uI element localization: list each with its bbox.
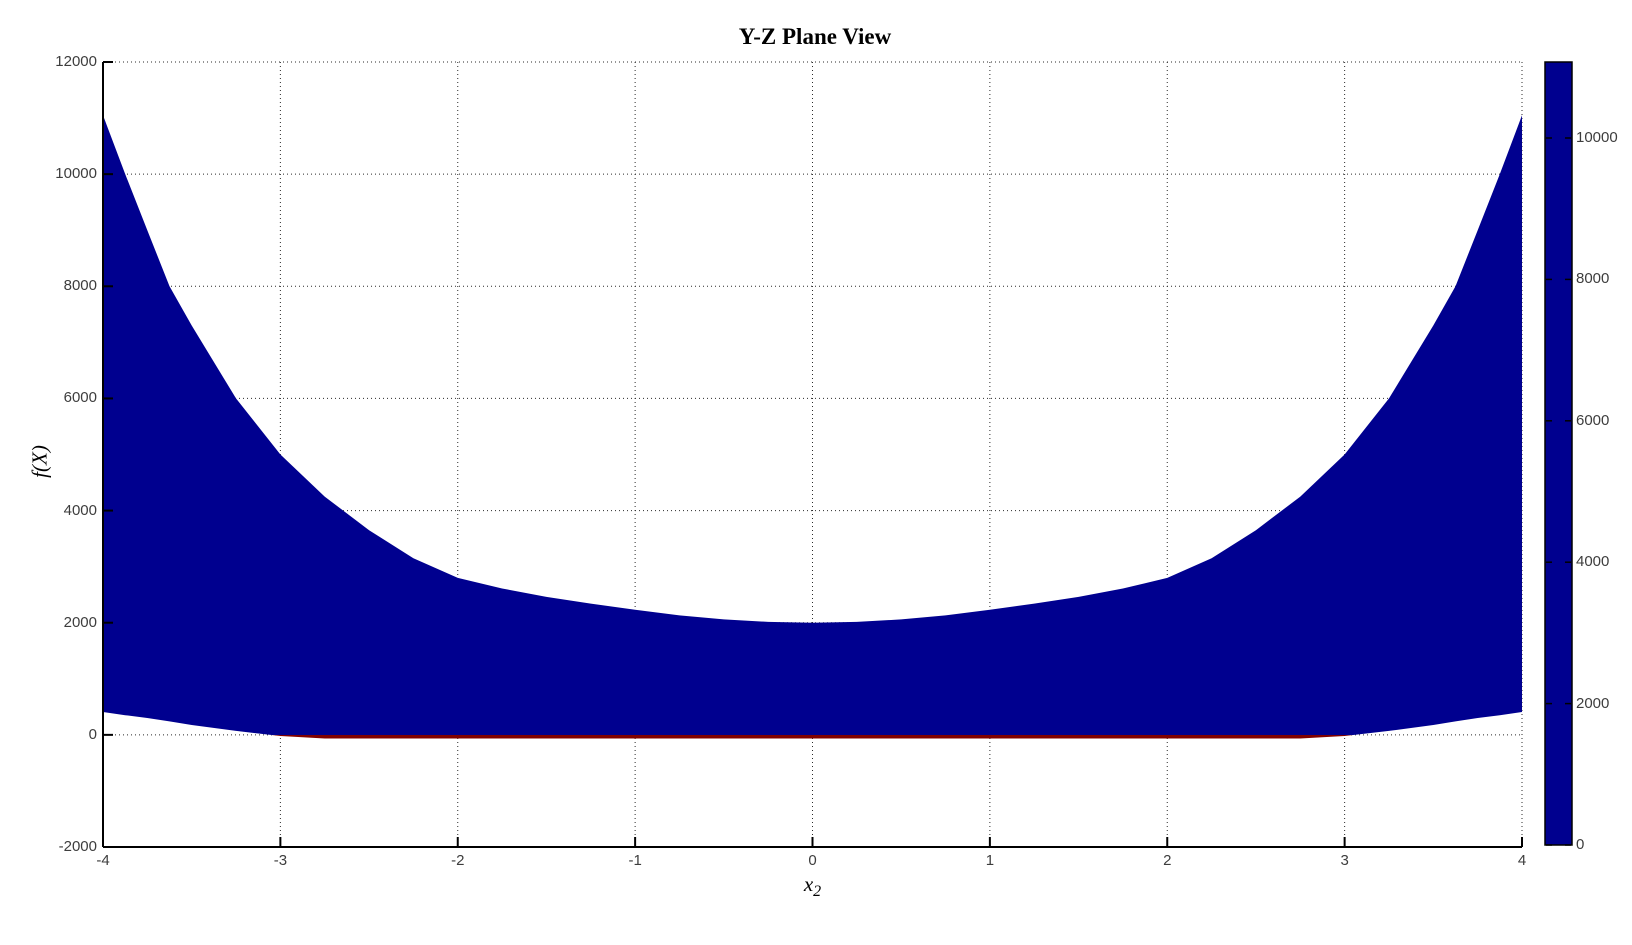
colorbar xyxy=(1544,61,1573,846)
chart-title: Y-Z Plane View xyxy=(0,24,1632,50)
x-tick-label--4: -4 xyxy=(96,852,110,869)
x-tick-label-4: 4 xyxy=(1517,852,1527,869)
y-tick-label-2000: 2000 xyxy=(63,613,97,631)
y-tick-label-4000: 4000 xyxy=(63,501,97,519)
x-tick-label-3: 3 xyxy=(1340,852,1349,869)
x-tick-label--1: -1 xyxy=(628,852,642,869)
y-tick-label-6000: 6000 xyxy=(63,389,97,407)
y-tick-label-12000: 12000 xyxy=(55,53,97,70)
y-tick-label-8000: 8000 xyxy=(63,277,97,295)
colorbar-tick-label-8000: 8000 xyxy=(1576,270,1610,288)
x-axis-label-subscript: 2 xyxy=(813,883,822,901)
y-tick-label-0: 0 xyxy=(88,725,97,743)
x-tick-label-2: 2 xyxy=(1163,852,1172,869)
x-axis-label-base: x xyxy=(803,872,814,896)
y-tick-label-10000: 10000 xyxy=(55,165,97,183)
chart-title-text: Y-Z Plane View xyxy=(738,24,892,49)
x-tick-label-1: 1 xyxy=(985,852,995,869)
colorbar-tick-label-2000: 2000 xyxy=(1576,694,1610,712)
colorbar-tick-label-4000: 4000 xyxy=(1576,553,1610,571)
colorbar-tick-label-6000: 6000 xyxy=(1576,411,1610,429)
x-tick-label--2: -2 xyxy=(451,852,465,869)
y-tick-label--2000: -2000 xyxy=(58,838,97,855)
x-tick-label-0: 0 xyxy=(808,852,817,869)
y-axis-label-text: f(X) xyxy=(27,445,52,478)
surface-projection-region xyxy=(103,115,1522,739)
colorbar-tick-label-10000: 10000 xyxy=(1576,129,1618,146)
x-tick-label--3: -3 xyxy=(273,852,288,869)
x-axis-label: x2 xyxy=(0,872,1625,901)
colorbar-tick-label-0: 0 xyxy=(1576,836,1585,853)
